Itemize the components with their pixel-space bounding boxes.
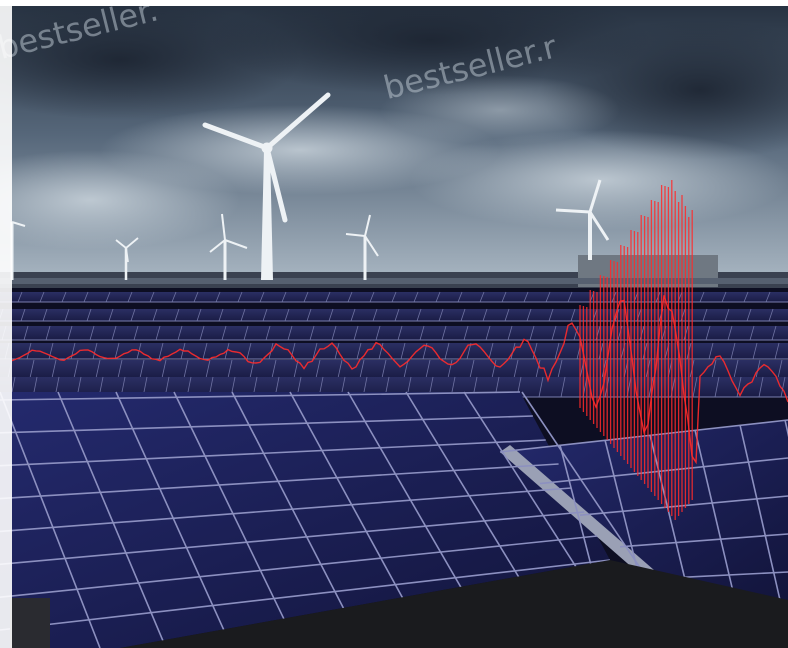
left-border xyxy=(0,0,12,648)
top-border xyxy=(0,0,788,6)
panel-row xyxy=(0,309,788,321)
panel-row xyxy=(0,326,788,340)
panel-support-post xyxy=(10,598,50,648)
